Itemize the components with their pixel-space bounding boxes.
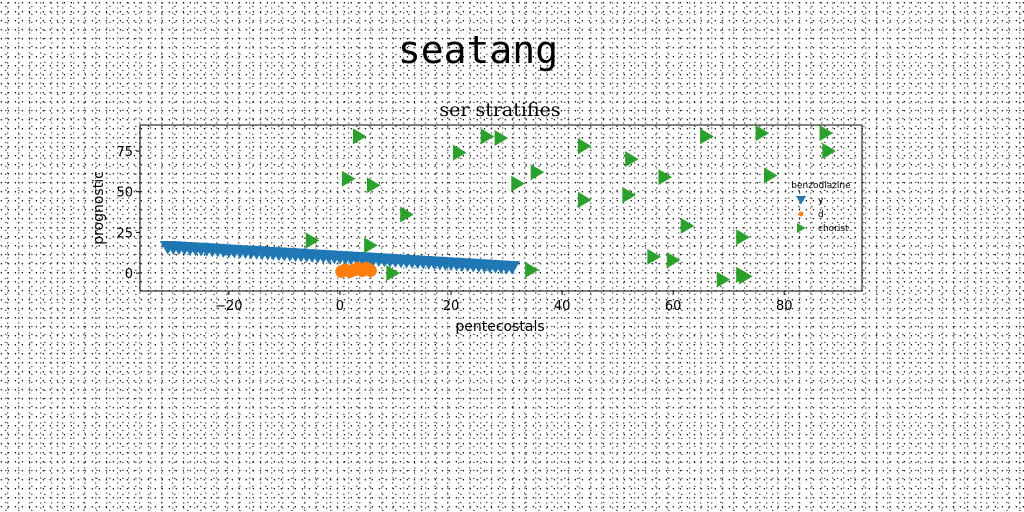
x-tick-label: 60 [665, 299, 682, 314]
x-tick-label: −20 [215, 299, 242, 314]
point-chorist [755, 125, 770, 142]
point-chorist [494, 130, 509, 147]
point-chorist [647, 248, 661, 265]
point-chorist [352, 128, 367, 145]
y-tick-label: 75 [116, 145, 133, 160]
point-chorist [577, 138, 592, 155]
chart-marks [159, 125, 836, 288]
point-chorist [763, 167, 778, 184]
legend-marker-d [798, 211, 804, 217]
point-chorist [577, 191, 592, 208]
legend-label-y: y [818, 196, 824, 206]
point-chorist [666, 252, 681, 269]
point-chorist [822, 143, 836, 160]
legend-title: benzodiazine [791, 181, 851, 191]
legend: benzodiazine yd chorist [791, 181, 851, 234]
point-chorist [341, 170, 356, 187]
point-chorist [452, 144, 467, 161]
point-chorist [480, 128, 495, 145]
point-chorist [736, 229, 750, 246]
x-tick-label: 20 [443, 299, 460, 314]
x-axis-label: pentecostals [455, 319, 544, 335]
x-tick-label: 80 [776, 299, 793, 314]
point-d [364, 264, 377, 278]
point-chorist [622, 186, 636, 203]
y-axis-label: prognostic [91, 171, 107, 245]
point-chorist [305, 232, 320, 249]
point-chorist [716, 271, 731, 288]
figure-suptitle: seatang [397, 28, 559, 72]
legend-marker-chorist [797, 223, 806, 233]
y-axis: 0 25 50 75 [116, 145, 140, 282]
point-chorist [530, 164, 545, 181]
point-chorist [366, 177, 381, 194]
plot-frame [139, 124, 863, 292]
point-chorist [386, 265, 400, 282]
x-tick-label: 0 [336, 299, 344, 314]
point-chorist [400, 206, 414, 223]
point-chorist [680, 217, 695, 234]
legend-label-d: d [818, 210, 824, 220]
y-tick-label: 0 [125, 267, 133, 282]
point-chorist [511, 175, 525, 192]
point-y [504, 261, 521, 275]
legend-marker-y [796, 196, 806, 205]
point-chorist [700, 128, 714, 145]
point-chorist [658, 169, 673, 186]
x-tick-label: 40 [554, 299, 571, 314]
x-axis: −20 0 20 40 60 80 [215, 291, 793, 314]
point-chorist [819, 125, 834, 142]
y-tick-label: 25 [116, 226, 133, 241]
point-chorist [364, 237, 378, 254]
point-chorist [525, 261, 539, 278]
point-chorist [736, 266, 750, 283]
legend-label-chorist: chorist [818, 224, 849, 234]
chart-title: ser stratifies [439, 99, 560, 121]
y-tick-label: 50 [116, 186, 133, 201]
point-chorist [625, 151, 639, 168]
